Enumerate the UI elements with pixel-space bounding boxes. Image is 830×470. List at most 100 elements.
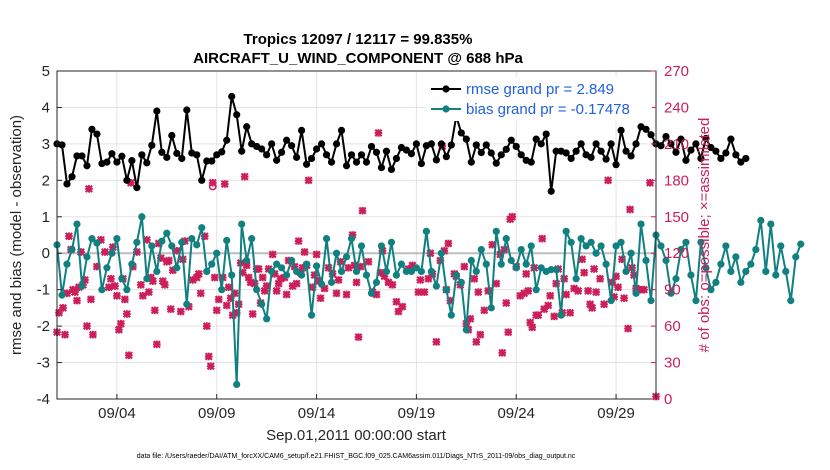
right-tick-label-4: 120 xyxy=(664,245,689,262)
series-0-point-37 xyxy=(238,147,246,155)
series-0-point-43 xyxy=(268,140,276,148)
series-0-point-76 xyxy=(432,156,440,164)
series-1-point-72 xyxy=(412,264,420,272)
right-tick-label-1: 30 xyxy=(664,355,681,372)
assimilated-count-marker-35 xyxy=(136,280,145,289)
series-0-point-72 xyxy=(412,140,420,148)
assimilated-count-marker-180 xyxy=(522,269,531,278)
assimilated-count-marker-171 xyxy=(498,348,507,357)
assimilated-count-marker-146 xyxy=(426,249,435,258)
series-0-point-115 xyxy=(627,152,635,160)
chart-subtitle: AIRCRAFT_U_WIND_COMPONENT @ 688 hPa xyxy=(193,50,523,67)
series-0-point-55 xyxy=(327,158,336,166)
series-1-point-17 xyxy=(138,213,146,221)
series-1-point-128 xyxy=(692,297,700,305)
series-0-point-57 xyxy=(337,126,346,135)
series-1-point-56 xyxy=(332,249,341,257)
series-1-point-101 xyxy=(557,311,565,319)
series-1-point-60 xyxy=(352,267,361,276)
series-1-point-67 xyxy=(387,238,396,246)
series-1-point-116 xyxy=(632,289,640,297)
assimilated-count-marker-188 xyxy=(540,305,549,314)
series-0-point-128 xyxy=(692,140,700,148)
series-0-point-51 xyxy=(307,154,316,163)
series-0-point-68 xyxy=(392,154,401,163)
series-0-point-28 xyxy=(193,151,201,159)
series-1-point-15 xyxy=(128,260,136,268)
series-1-point-33 xyxy=(218,286,226,294)
assimilated-count-marker-173 xyxy=(502,299,511,308)
series-1-point-103 xyxy=(567,238,575,246)
series-1-point-92 xyxy=(512,264,520,272)
series-0-point-8 xyxy=(93,130,101,138)
series-0-point-35 xyxy=(228,92,236,101)
series-1-point-129 xyxy=(697,238,705,246)
series-0-point-21 xyxy=(158,148,166,156)
series-1-point-91 xyxy=(507,256,515,265)
series-1-point-142 xyxy=(762,267,770,276)
assimilated-count-marker-189 xyxy=(544,301,553,310)
legend: rmse grand pr = 2.849 bias grand pr = -0… xyxy=(426,77,652,121)
series-1-point-37 xyxy=(238,220,246,228)
right-tick-label-7: 210 xyxy=(664,136,689,153)
series-0-point-14 xyxy=(123,176,131,184)
series-1-point-59 xyxy=(347,235,356,243)
series-0-point-66 xyxy=(382,147,391,155)
series-0-point-96 xyxy=(532,135,540,143)
series-0-point-41 xyxy=(258,145,266,153)
left-tick-label-4: 0 xyxy=(42,245,50,262)
series-0-point-108 xyxy=(592,140,600,148)
series-1-point-23 xyxy=(168,242,176,250)
series-0-point-67 xyxy=(387,165,396,173)
left-tick-label-6: 2 xyxy=(42,172,50,189)
assimilated-count-marker-69 xyxy=(220,179,229,188)
series-1-point-48 xyxy=(293,267,301,276)
series-1-point-7 xyxy=(88,235,96,243)
assimilated-count-marker-136 xyxy=(388,280,397,289)
assimilated-count-marker-58 xyxy=(194,269,203,278)
series-1-point-75 xyxy=(427,267,435,276)
series-0-point-132 xyxy=(712,147,720,155)
x-axis-ticks: 09/04 09/09 09/14 09/19 09/24 09/29 xyxy=(98,394,635,422)
series-1-point-14 xyxy=(123,286,131,294)
series-0-point-85 xyxy=(477,149,485,157)
assimilated-count-marker-209 xyxy=(604,176,613,185)
series-0-point-127 xyxy=(687,146,695,154)
assimilated-count-marker-183 xyxy=(528,323,537,332)
assimilated-count-marker-92 xyxy=(268,250,277,259)
assimilated-count-marker-83 xyxy=(248,309,257,318)
series-0-point-73 xyxy=(417,159,425,168)
series-1-point-117 xyxy=(637,220,645,228)
series-0-point-12 xyxy=(113,158,121,166)
series-1-point-85 xyxy=(477,245,485,254)
assimilated-count-marker-2 xyxy=(59,303,67,312)
series-0-point-97 xyxy=(537,140,545,148)
left-tick-label-5: 1 xyxy=(42,209,50,226)
assimilated-count-marker-102 xyxy=(292,279,301,288)
assimilated-count-marker-88 xyxy=(258,273,267,282)
series-1-point-106 xyxy=(582,242,590,250)
series-0-point-134 xyxy=(722,149,730,157)
series-1-point-39 xyxy=(248,235,256,243)
legend-marker-bias xyxy=(442,105,450,113)
series-0-point-129 xyxy=(697,154,705,163)
series-1-point-20 xyxy=(153,267,161,276)
series-1-point-123 xyxy=(667,289,675,297)
right-tick-label-3: 90 xyxy=(664,282,681,299)
series-1-point-38 xyxy=(243,256,251,265)
series-1-point-35 xyxy=(228,271,236,279)
series-1-point-83 xyxy=(467,256,475,265)
series-0-point-47 xyxy=(288,142,296,150)
assimilated-count-marker-204 xyxy=(588,303,597,312)
series-1-point-110 xyxy=(602,260,610,268)
assimilated-count-marker-121 xyxy=(344,263,353,272)
series-1-point-96 xyxy=(532,286,540,294)
assimilated-count-marker-118 xyxy=(334,275,343,284)
series-0-point-60 xyxy=(352,158,361,166)
series-0-point-89 xyxy=(497,151,505,159)
left-tick-label-0: -4 xyxy=(37,391,50,408)
assimilated-count-marker-24 xyxy=(110,282,119,291)
assimilated-count-marker-201 xyxy=(580,268,589,277)
series-0-point-116 xyxy=(632,140,640,148)
series-1-point-5 xyxy=(78,282,86,290)
